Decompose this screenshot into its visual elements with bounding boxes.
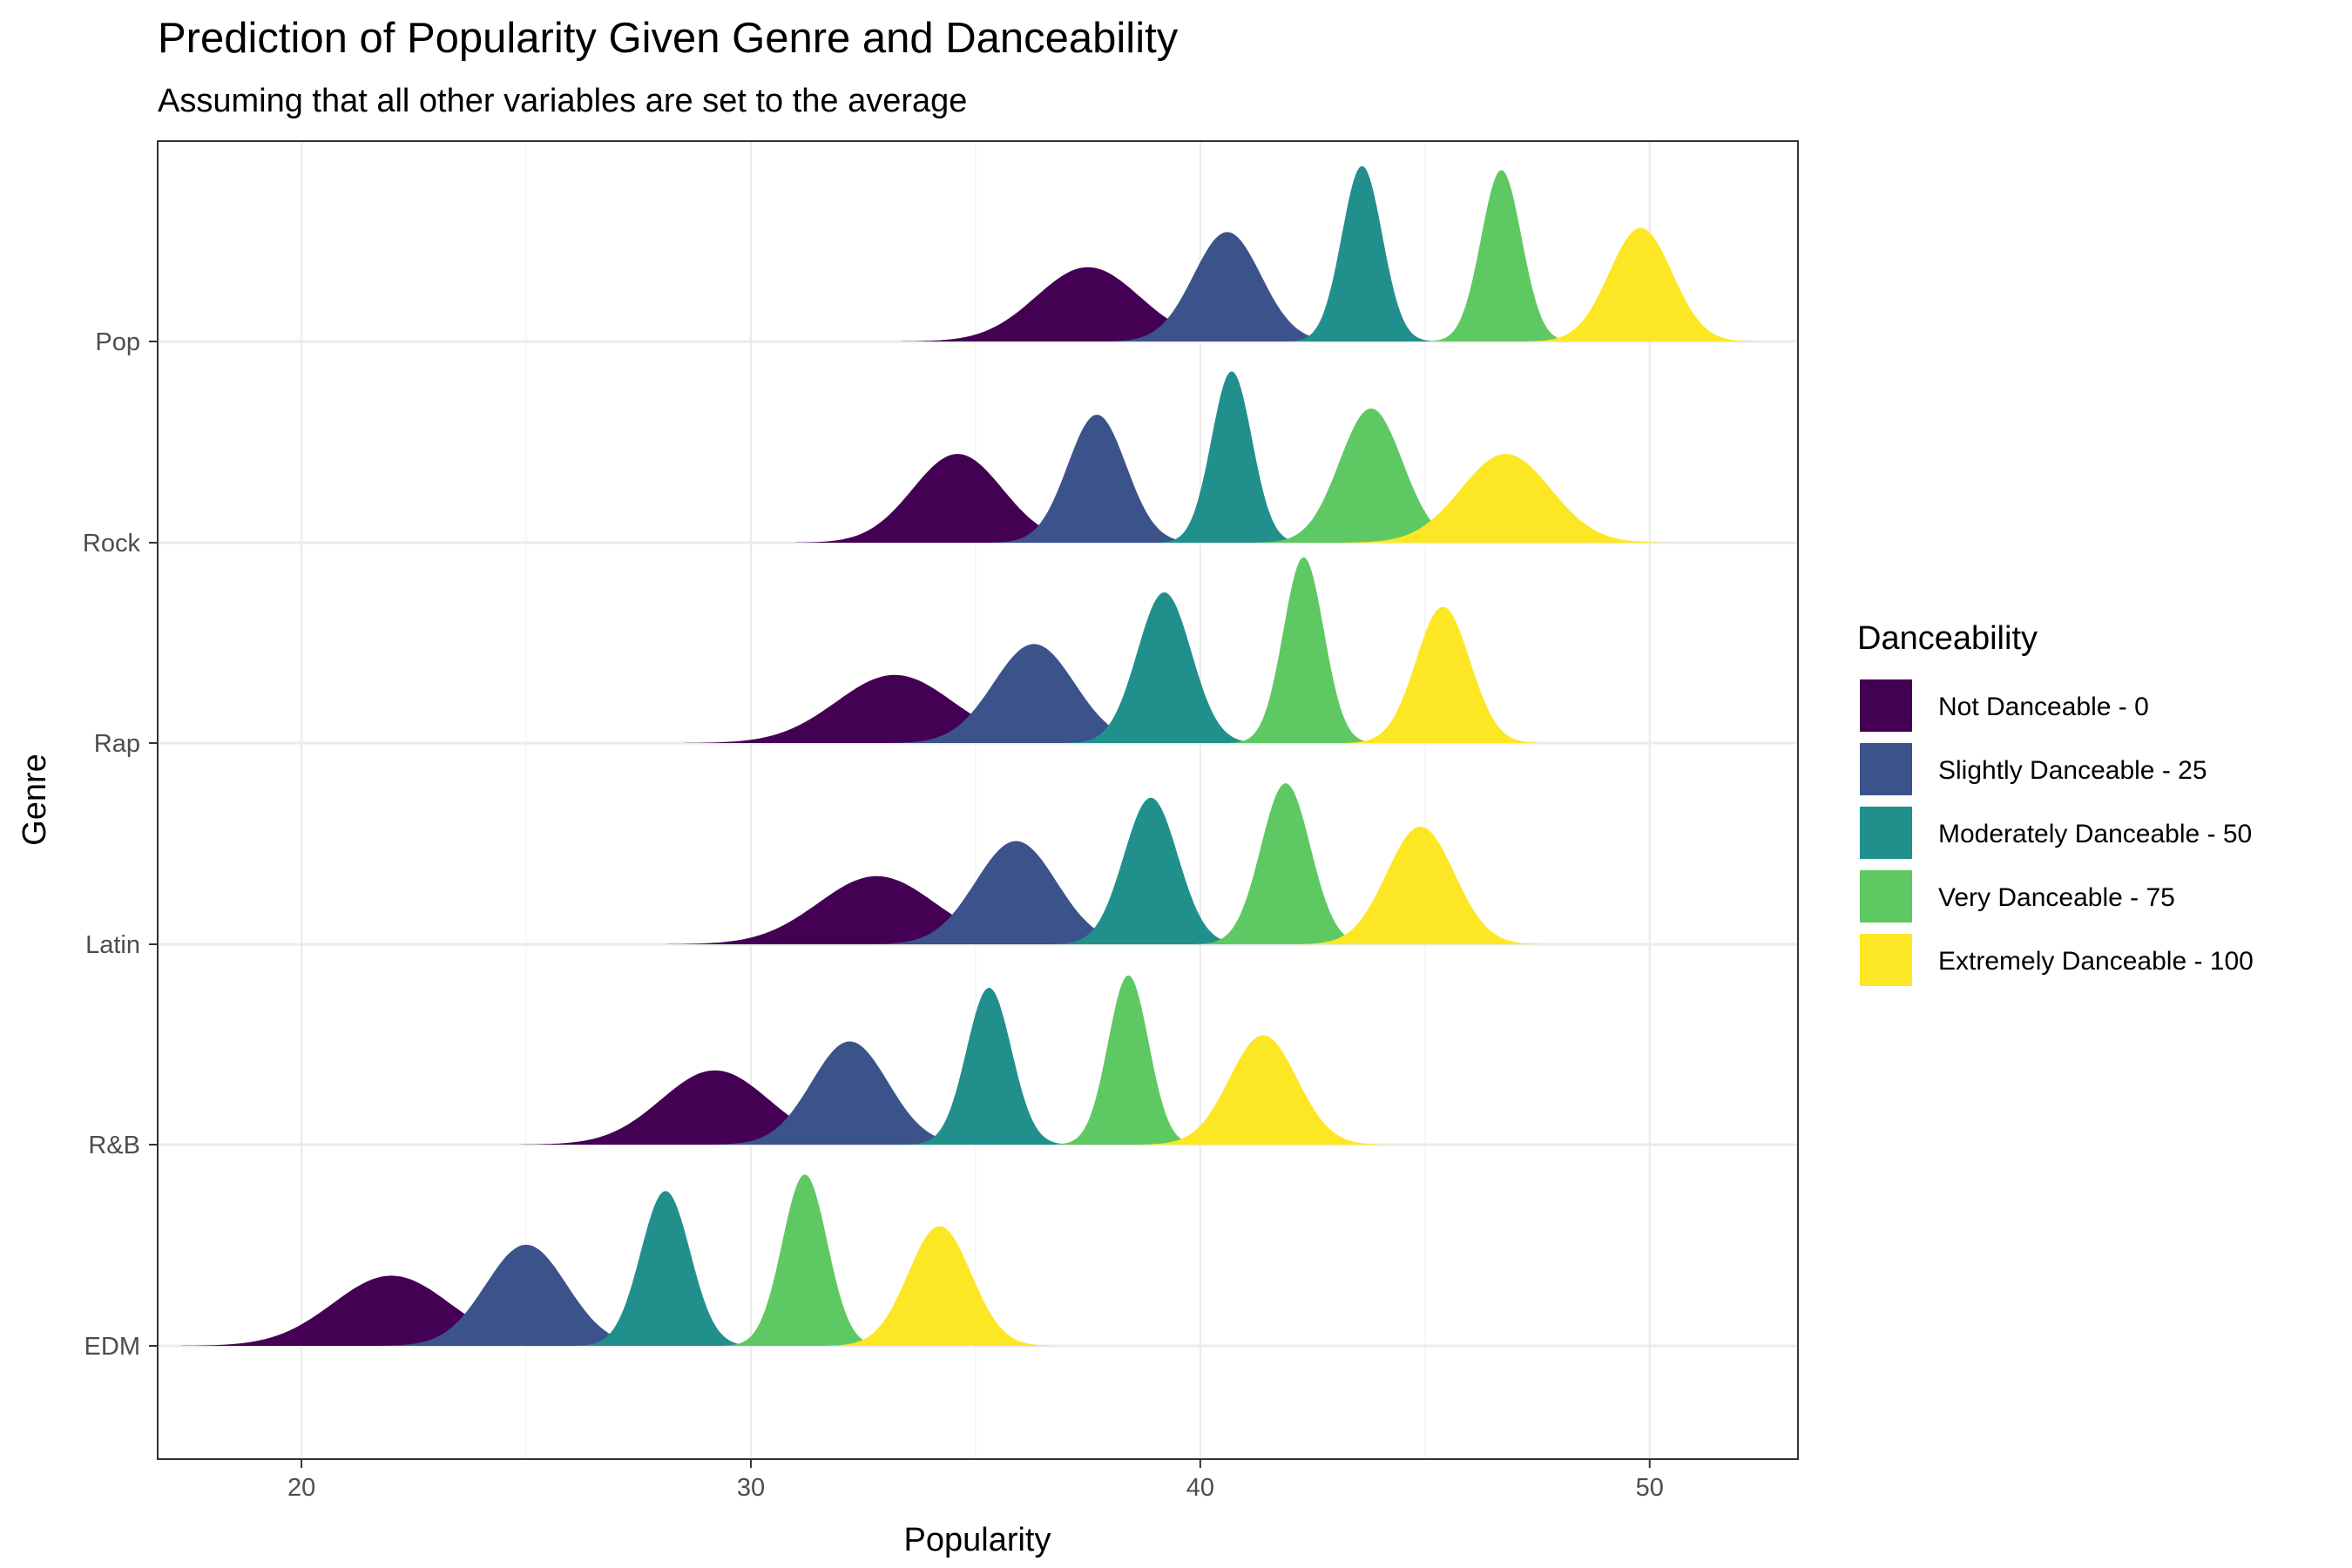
density-moderately-danceable-50 xyxy=(1067,592,1261,743)
ridge-latin xyxy=(666,783,1542,944)
density-slightly-danceable-25 xyxy=(380,1244,672,1346)
density-very-danceable-75 xyxy=(1230,557,1377,743)
density-moderately-danceable-50 xyxy=(1053,797,1248,944)
legend-swatch xyxy=(1860,807,1912,859)
y-axis-label: Genre xyxy=(17,754,53,846)
chart-subtitle: Assuming that all other variables are se… xyxy=(158,83,967,119)
density-slightly-danceable-25 xyxy=(870,841,1162,944)
chart-title: Prediction of Popularity Given Genre and… xyxy=(158,15,1179,62)
density-extremely-danceable-100 xyxy=(1346,606,1540,743)
legend-label: Moderately Danceable - 50 xyxy=(1938,820,2252,848)
x-tick-label: 30 xyxy=(737,1474,765,1502)
x-axis-ticks: 20 30 40 50 xyxy=(287,1459,1664,1502)
density-very-danceable-75 xyxy=(1428,170,1575,341)
y-tick-label: R&B xyxy=(88,1132,140,1159)
x-tick-label: 50 xyxy=(1636,1474,1664,1502)
density-slightly-danceable-25 xyxy=(888,644,1180,743)
x-tick-label: 40 xyxy=(1186,1474,1214,1502)
density-slightly-danceable-25 xyxy=(712,1041,988,1145)
legend-title: Danceability xyxy=(1857,620,2038,657)
density-very-danceable-75 xyxy=(1257,408,1484,543)
y-axis-ticks: EDM R&B Latin Rap Rock Pop xyxy=(83,328,158,1361)
density-extremely-danceable-100 xyxy=(1527,227,1754,341)
ridge-rb xyxy=(520,975,1385,1145)
plot-border xyxy=(157,140,1799,1460)
legend-label: Very Danceable - 75 xyxy=(1938,883,2175,912)
y-tick-label: Pop xyxy=(95,328,140,356)
density-very-danceable-75 xyxy=(724,1174,886,1346)
y-tick-label: Rock xyxy=(83,530,141,558)
y-tick-label: Rap xyxy=(94,730,140,758)
legend-label: Slightly Danceable - 25 xyxy=(1938,756,2207,785)
plot-panel xyxy=(158,141,1798,1459)
density-extremely-danceable-100 xyxy=(1299,826,1542,944)
ridge-rap xyxy=(684,557,1540,743)
density-moderately-danceable-50 xyxy=(576,1191,755,1346)
density-extremely-danceable-100 xyxy=(1141,1035,1385,1145)
ridge-pop xyxy=(902,166,1754,341)
density-not-danceable-0 xyxy=(666,875,1087,944)
density-slightly-danceable-25 xyxy=(1105,232,1349,341)
legend-swatch xyxy=(1860,870,1912,923)
x-tick-label: 20 xyxy=(287,1474,315,1502)
density-not-danceable-0 xyxy=(520,1070,909,1145)
legend-swatch xyxy=(1860,743,1912,795)
y-tick-label: EDM xyxy=(84,1333,140,1361)
legend-label: Extremely Danceable - 100 xyxy=(1938,947,2254,976)
density-ridges xyxy=(180,166,1754,1346)
legend-swatch xyxy=(1860,934,1912,986)
ridge-edm xyxy=(180,1174,1053,1346)
density-extremely-danceable-100 xyxy=(826,1226,1053,1346)
density-not-danceable-0 xyxy=(902,267,1274,341)
density-moderately-danceable-50 xyxy=(1159,371,1305,543)
density-not-danceable-0 xyxy=(684,674,1105,743)
density-very-danceable-75 xyxy=(1196,783,1375,944)
x-axis-label: Popularity xyxy=(904,1522,1051,1558)
density-slightly-danceable-25 xyxy=(991,415,1202,543)
ridge-rock xyxy=(795,371,1668,543)
density-moderately-danceable-50 xyxy=(908,987,1071,1145)
density-not-danceable-0 xyxy=(795,454,1119,543)
legend: Danceability Not Danceable - 0 Slightly D… xyxy=(1857,620,2254,986)
density-moderately-danceable-50 xyxy=(1289,166,1436,341)
density-very-danceable-75 xyxy=(1055,975,1201,1145)
density-not-danceable-0 xyxy=(180,1275,602,1346)
y-tick-label: Latin xyxy=(85,931,140,959)
legend-label: Not Danceable - 0 xyxy=(1938,693,2149,721)
density-extremely-danceable-100 xyxy=(1344,454,1668,543)
legend-swatch xyxy=(1860,679,1912,732)
